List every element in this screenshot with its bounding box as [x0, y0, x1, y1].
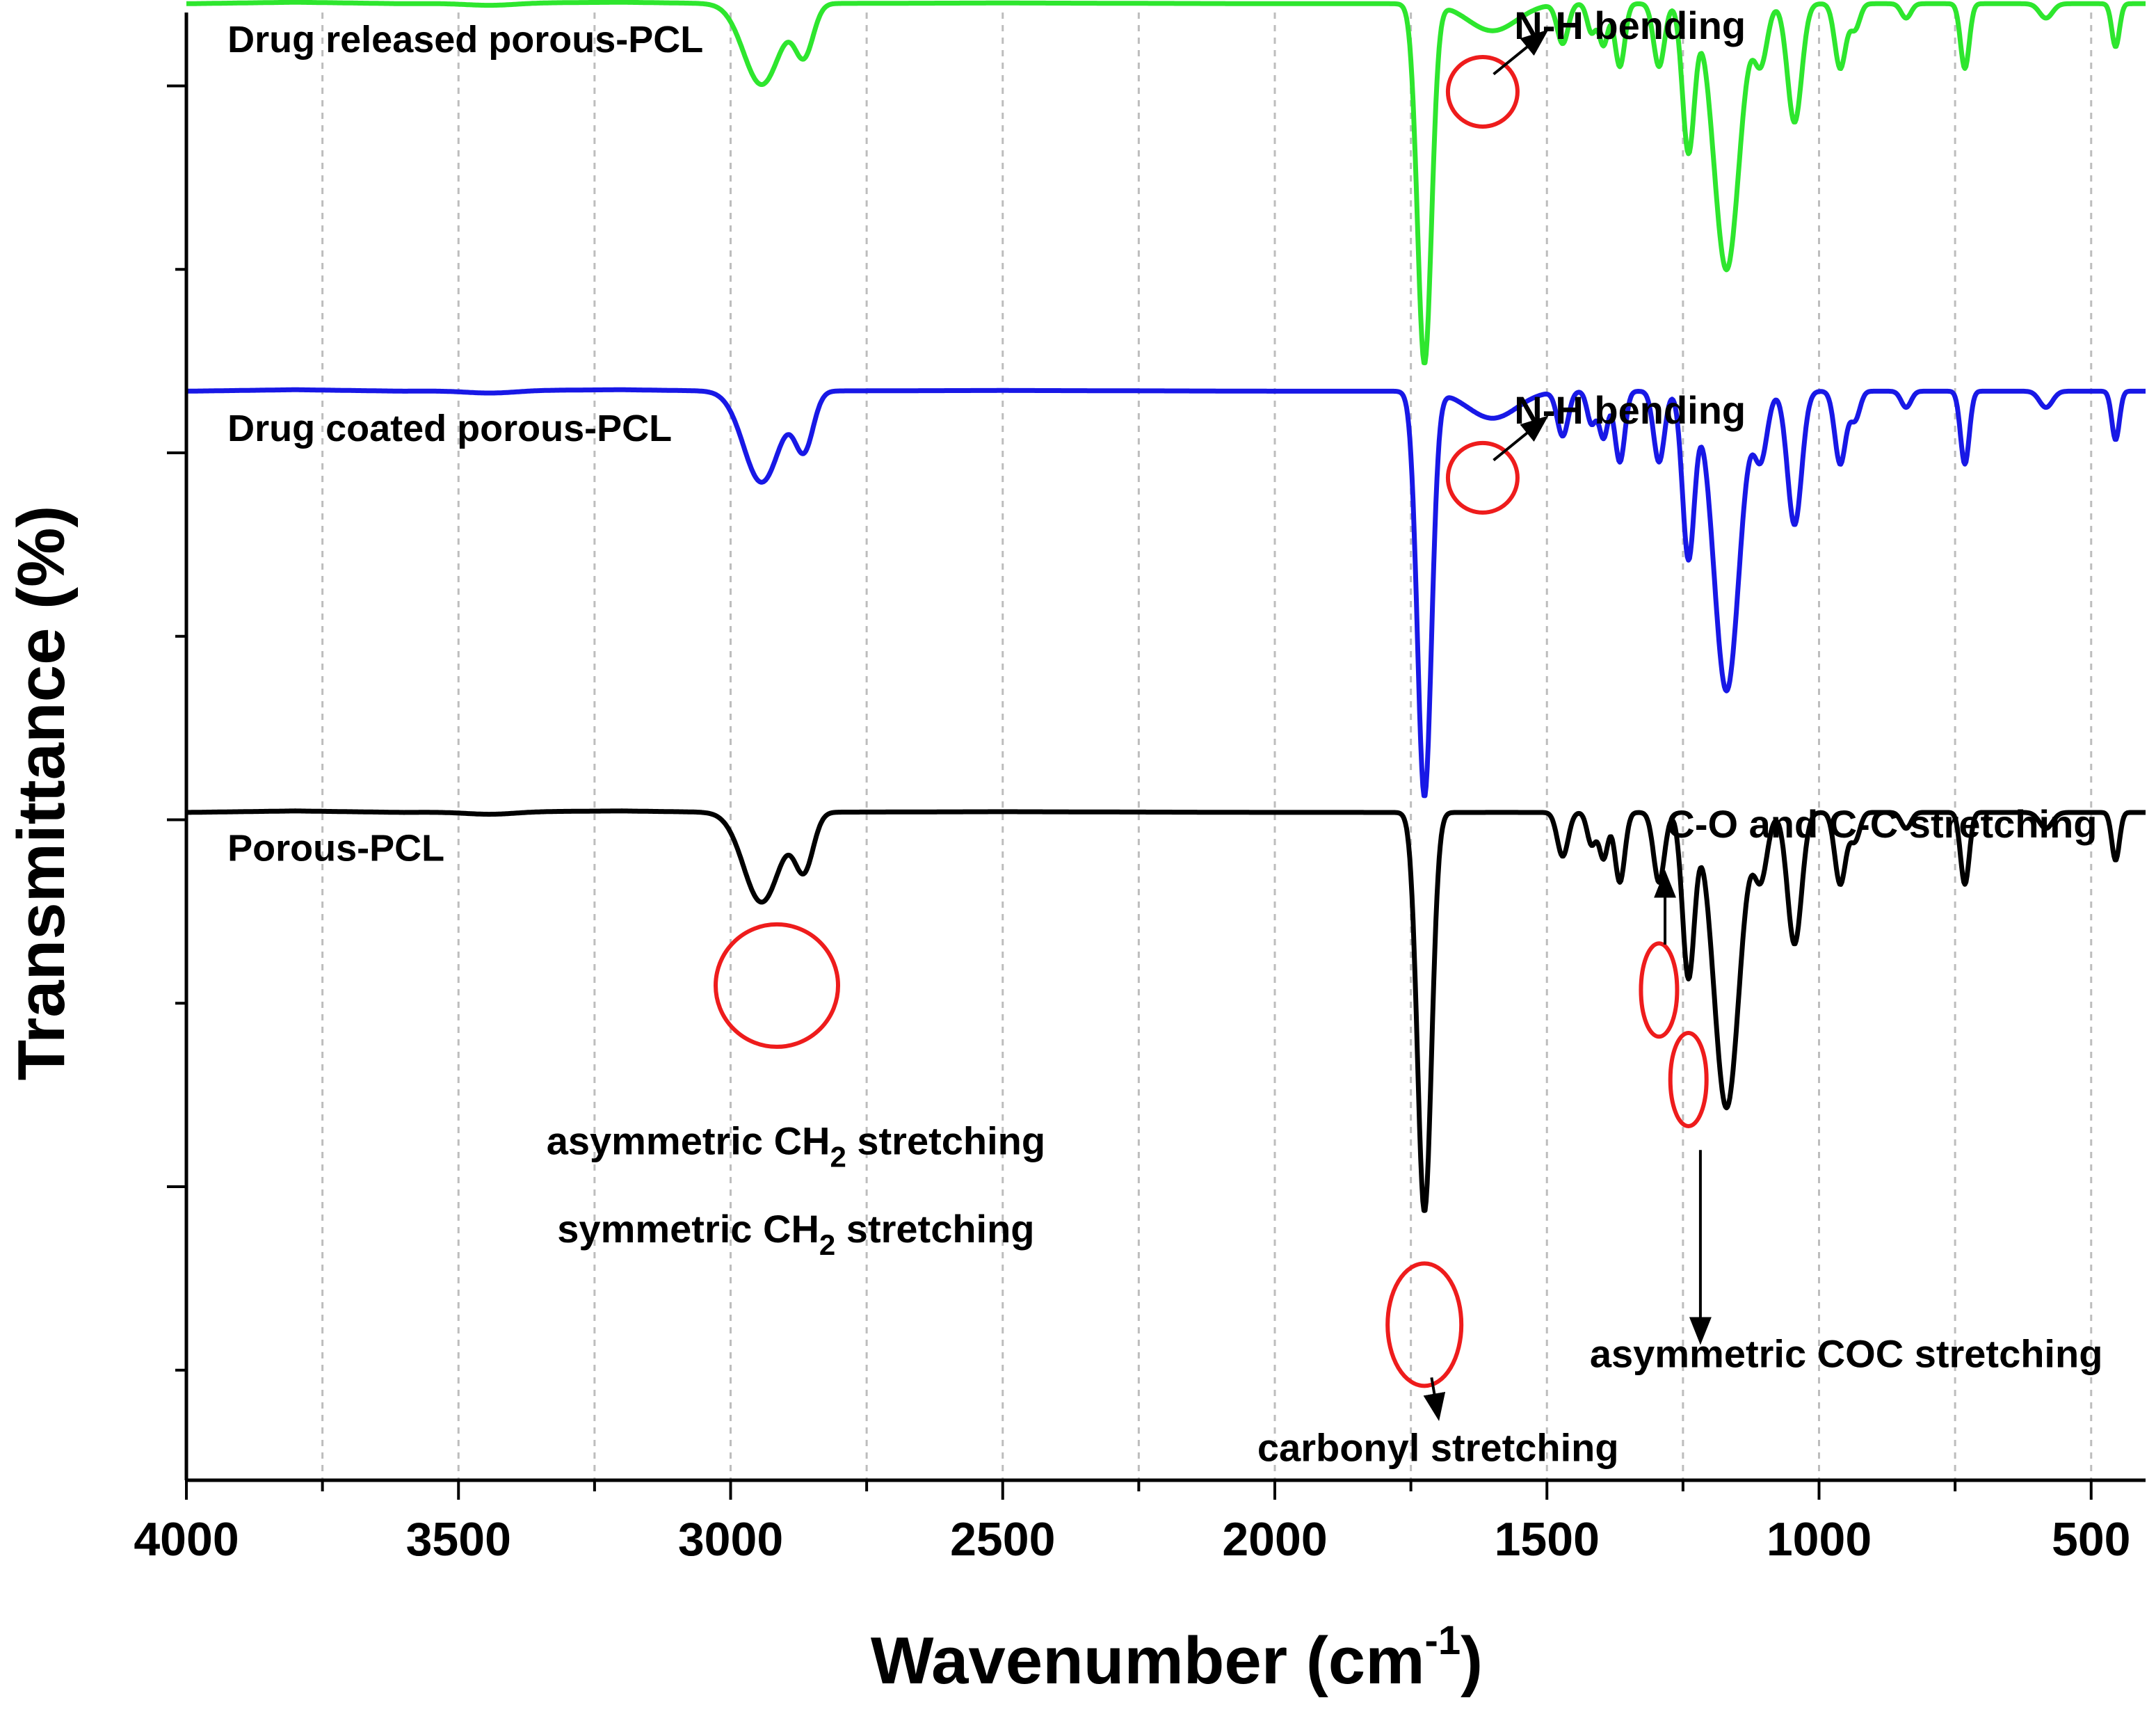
annotation-arrow-4	[1423, 1377, 1446, 1422]
annotation-label-3-text: asymmetric CH	[547, 1119, 830, 1163]
x-tick-label-500: 500	[2052, 1513, 2130, 1566]
series-layer: Drug released porous-PCL Drug coated poro…	[185, 0, 2147, 1213]
annotation-label-1-text: N-H bending	[1514, 388, 1746, 432]
annotation-label-3: asymmetric CH2 stretching	[547, 1119, 1045, 1173]
annotation-label-4-text: symmetric CH	[557, 1207, 819, 1251]
series-line-2	[185, 808, 2147, 1213]
annotation-label-5: carbonyl stretching	[1257, 1426, 1619, 1470]
x-tick-label-3500: 3500	[406, 1513, 511, 1566]
annotation-circle-2	[714, 922, 841, 1049]
annotation-label-3-subscript: 2	[830, 1141, 846, 1173]
series-label-1: Drug coated porous-PCL	[227, 408, 672, 449]
gridlines	[321, 13, 2093, 1480]
annotation-circle-0	[1445, 54, 1520, 129]
x-tick-label-1500: 1500	[1495, 1513, 1600, 1566]
annotation-label-1: N-H bending	[1514, 388, 1746, 432]
series-label-0: Drug released porous-PCL	[227, 19, 703, 61]
x-tick-label-1000: 1000	[1767, 1513, 1872, 1566]
series-line-1	[185, 387, 2147, 799]
axes	[167, 13, 2146, 1500]
annotation-label-4-tail: stretching	[835, 1207, 1034, 1251]
x-tick-label-3000: 3000	[678, 1513, 783, 1566]
annotation-circle-5	[1385, 1261, 1464, 1388]
x-tick-labels: 4000 3500 3000 2500 2000 1500 1000 500	[134, 1513, 2130, 1566]
annotation-label-6: asymmetric COC stretching	[1590, 1332, 2103, 1376]
annotation-label-4: symmetric CH2 stretching	[557, 1207, 1034, 1261]
y-axis-title: Transmittance (%)	[4, 506, 79, 1081]
annotation-label-0-text: N-H bending	[1514, 3, 1746, 47]
x-tick-label-4000: 4000	[134, 1513, 239, 1566]
series-line-0	[185, 0, 2147, 366]
annotation-label-2-text: C-O and C-C stretching	[1666, 802, 2097, 846]
x-axis-title: Wavenumber (cm-1)	[871, 1618, 1483, 1698]
annotation-arrow-0	[1493, 29, 1549, 76]
annotation-label-4-subscript: 2	[819, 1228, 835, 1261]
annotation-circle-3	[1639, 941, 1680, 1039]
x-axis-title-superscript: -1	[1425, 1618, 1461, 1663]
annotation-circle-1	[1445, 440, 1520, 515]
annotation-label-2: C-O and C-C stretching	[1666, 802, 2097, 846]
x-axis-title-close: )	[1461, 1624, 1483, 1698]
annotation-arrow-1	[1493, 415, 1549, 462]
annotation-label-0: N-H bending	[1514, 3, 1746, 47]
annotation-circle-4	[1668, 1030, 1709, 1128]
annotation-label-6-text: asymmetric COC stretching	[1590, 1332, 2103, 1376]
annotation-layer: N-H bending N-H bending C-O and C-C stretc…	[547, 3, 2103, 1470]
x-tick-label-2500: 2500	[950, 1513, 1055, 1566]
annotation-label-5-text: carbonyl stretching	[1257, 1426, 1619, 1470]
x-tick-label-2000: 2000	[1222, 1513, 1327, 1566]
series-label-2: Porous-PCL	[227, 828, 444, 869]
x-axis-title-main: Wavenumber (cm	[871, 1624, 1425, 1698]
annotation-label-3-tail: stretching	[846, 1119, 1045, 1163]
